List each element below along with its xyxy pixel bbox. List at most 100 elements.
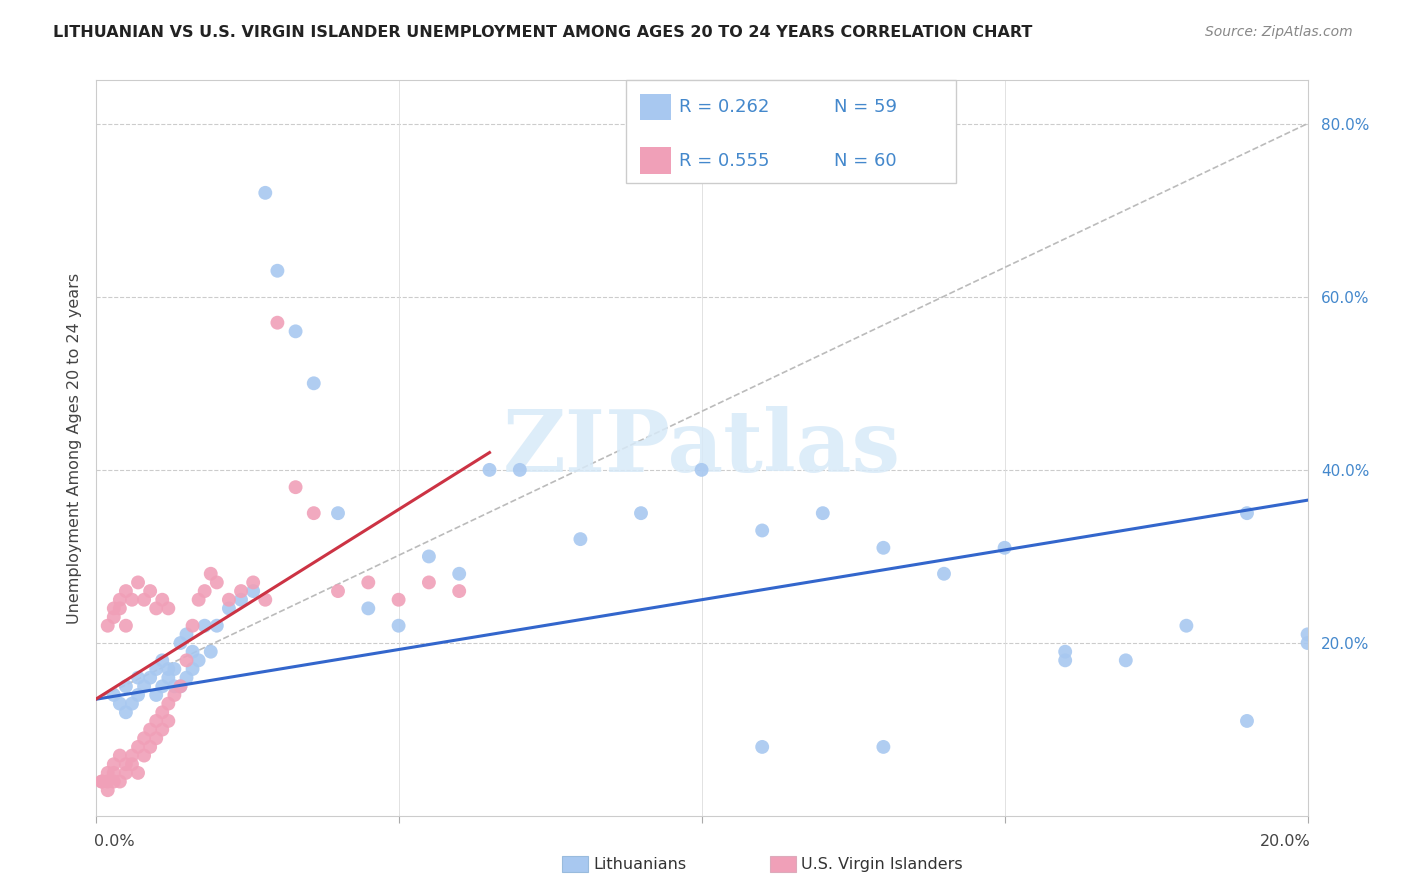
- Point: [993, 541, 1015, 555]
- Point: [90, 774, 112, 789]
- Point: [132, 679, 155, 693]
- Text: LITHUANIAN VS U.S. VIRGIN ISLANDER UNEMPLOYMENT AMONG AGES 20 TO 24 YEARS CORREL: LITHUANIAN VS U.S. VIRGIN ISLANDER UNEMP…: [53, 25, 1033, 40]
- Point: [132, 731, 155, 746]
- Y-axis label: Unemployment Among Ages 20 to 24 years: Unemployment Among Ages 20 to 24 years: [66, 273, 82, 624]
- Point: [121, 748, 143, 763]
- Point: [1054, 645, 1077, 659]
- Point: [229, 584, 252, 599]
- Point: [176, 627, 198, 641]
- Point: [449, 584, 471, 599]
- Point: [218, 592, 240, 607]
- Point: [139, 739, 162, 754]
- Point: [163, 662, 186, 676]
- Point: [872, 739, 894, 754]
- Point: [302, 376, 325, 391]
- Point: [176, 653, 198, 667]
- Point: [157, 697, 180, 711]
- Point: [150, 592, 173, 607]
- Text: 0.0%: 0.0%: [94, 834, 135, 848]
- Point: [157, 662, 180, 676]
- Point: [811, 506, 834, 520]
- Point: [302, 506, 325, 520]
- Point: [157, 714, 180, 728]
- Point: [194, 584, 217, 599]
- Point: [97, 765, 120, 780]
- Point: [266, 316, 288, 330]
- Point: [169, 636, 191, 650]
- Point: [254, 186, 277, 200]
- Point: [569, 532, 592, 546]
- Point: [103, 757, 125, 772]
- Point: [1296, 627, 1319, 641]
- Point: [1296, 636, 1319, 650]
- Point: [509, 463, 531, 477]
- Point: [1236, 506, 1258, 520]
- Text: 20.0%: 20.0%: [1260, 834, 1310, 848]
- Point: [121, 592, 143, 607]
- Text: R = 0.555: R = 0.555: [679, 152, 769, 169]
- Point: [357, 601, 380, 615]
- Text: N = 59: N = 59: [834, 98, 897, 116]
- Point: [176, 671, 198, 685]
- Point: [115, 765, 138, 780]
- Point: [163, 688, 186, 702]
- Point: [150, 706, 173, 720]
- Point: [115, 757, 138, 772]
- Point: [449, 566, 471, 581]
- Point: [242, 575, 264, 590]
- Point: [751, 524, 773, 538]
- Point: [1236, 714, 1258, 728]
- Text: ZIPatlas: ZIPatlas: [502, 406, 901, 491]
- Point: [169, 679, 191, 693]
- Point: [108, 774, 131, 789]
- Text: N = 60: N = 60: [834, 152, 897, 169]
- Point: [145, 688, 167, 702]
- Point: [284, 324, 307, 338]
- Point: [145, 731, 167, 746]
- Point: [157, 601, 180, 615]
- Point: [218, 601, 240, 615]
- Point: [121, 757, 143, 772]
- Point: [388, 618, 411, 632]
- Point: [194, 618, 217, 632]
- Point: [205, 618, 228, 632]
- Point: [127, 671, 149, 685]
- Point: [388, 592, 411, 607]
- Point: [872, 541, 894, 555]
- Point: [103, 765, 125, 780]
- Point: [115, 679, 138, 693]
- Point: [132, 592, 155, 607]
- Point: [97, 774, 120, 789]
- Point: [108, 748, 131, 763]
- Point: [242, 584, 264, 599]
- Point: [97, 618, 120, 632]
- Point: [1115, 653, 1137, 667]
- Point: [145, 662, 167, 676]
- Point: [751, 739, 773, 754]
- Point: [326, 584, 349, 599]
- Text: R = 0.262: R = 0.262: [679, 98, 769, 116]
- Point: [1054, 653, 1077, 667]
- Point: [145, 601, 167, 615]
- Point: [229, 592, 252, 607]
- Point: [108, 601, 131, 615]
- Point: [181, 662, 204, 676]
- Point: [115, 706, 138, 720]
- Text: Lithuanians: Lithuanians: [593, 857, 686, 871]
- Text: U.S. Virgin Islanders: U.S. Virgin Islanders: [801, 857, 963, 871]
- Point: [90, 774, 112, 789]
- Point: [418, 549, 440, 564]
- Point: [187, 653, 209, 667]
- Point: [108, 697, 131, 711]
- Point: [181, 618, 204, 632]
- Point: [127, 765, 149, 780]
- Point: [357, 575, 380, 590]
- Point: [169, 679, 191, 693]
- Point: [127, 688, 149, 702]
- Point: [97, 783, 120, 797]
- Point: [478, 463, 501, 477]
- Text: Source: ZipAtlas.com: Source: ZipAtlas.com: [1205, 25, 1353, 39]
- Point: [266, 264, 288, 278]
- Point: [187, 592, 209, 607]
- Point: [103, 610, 125, 624]
